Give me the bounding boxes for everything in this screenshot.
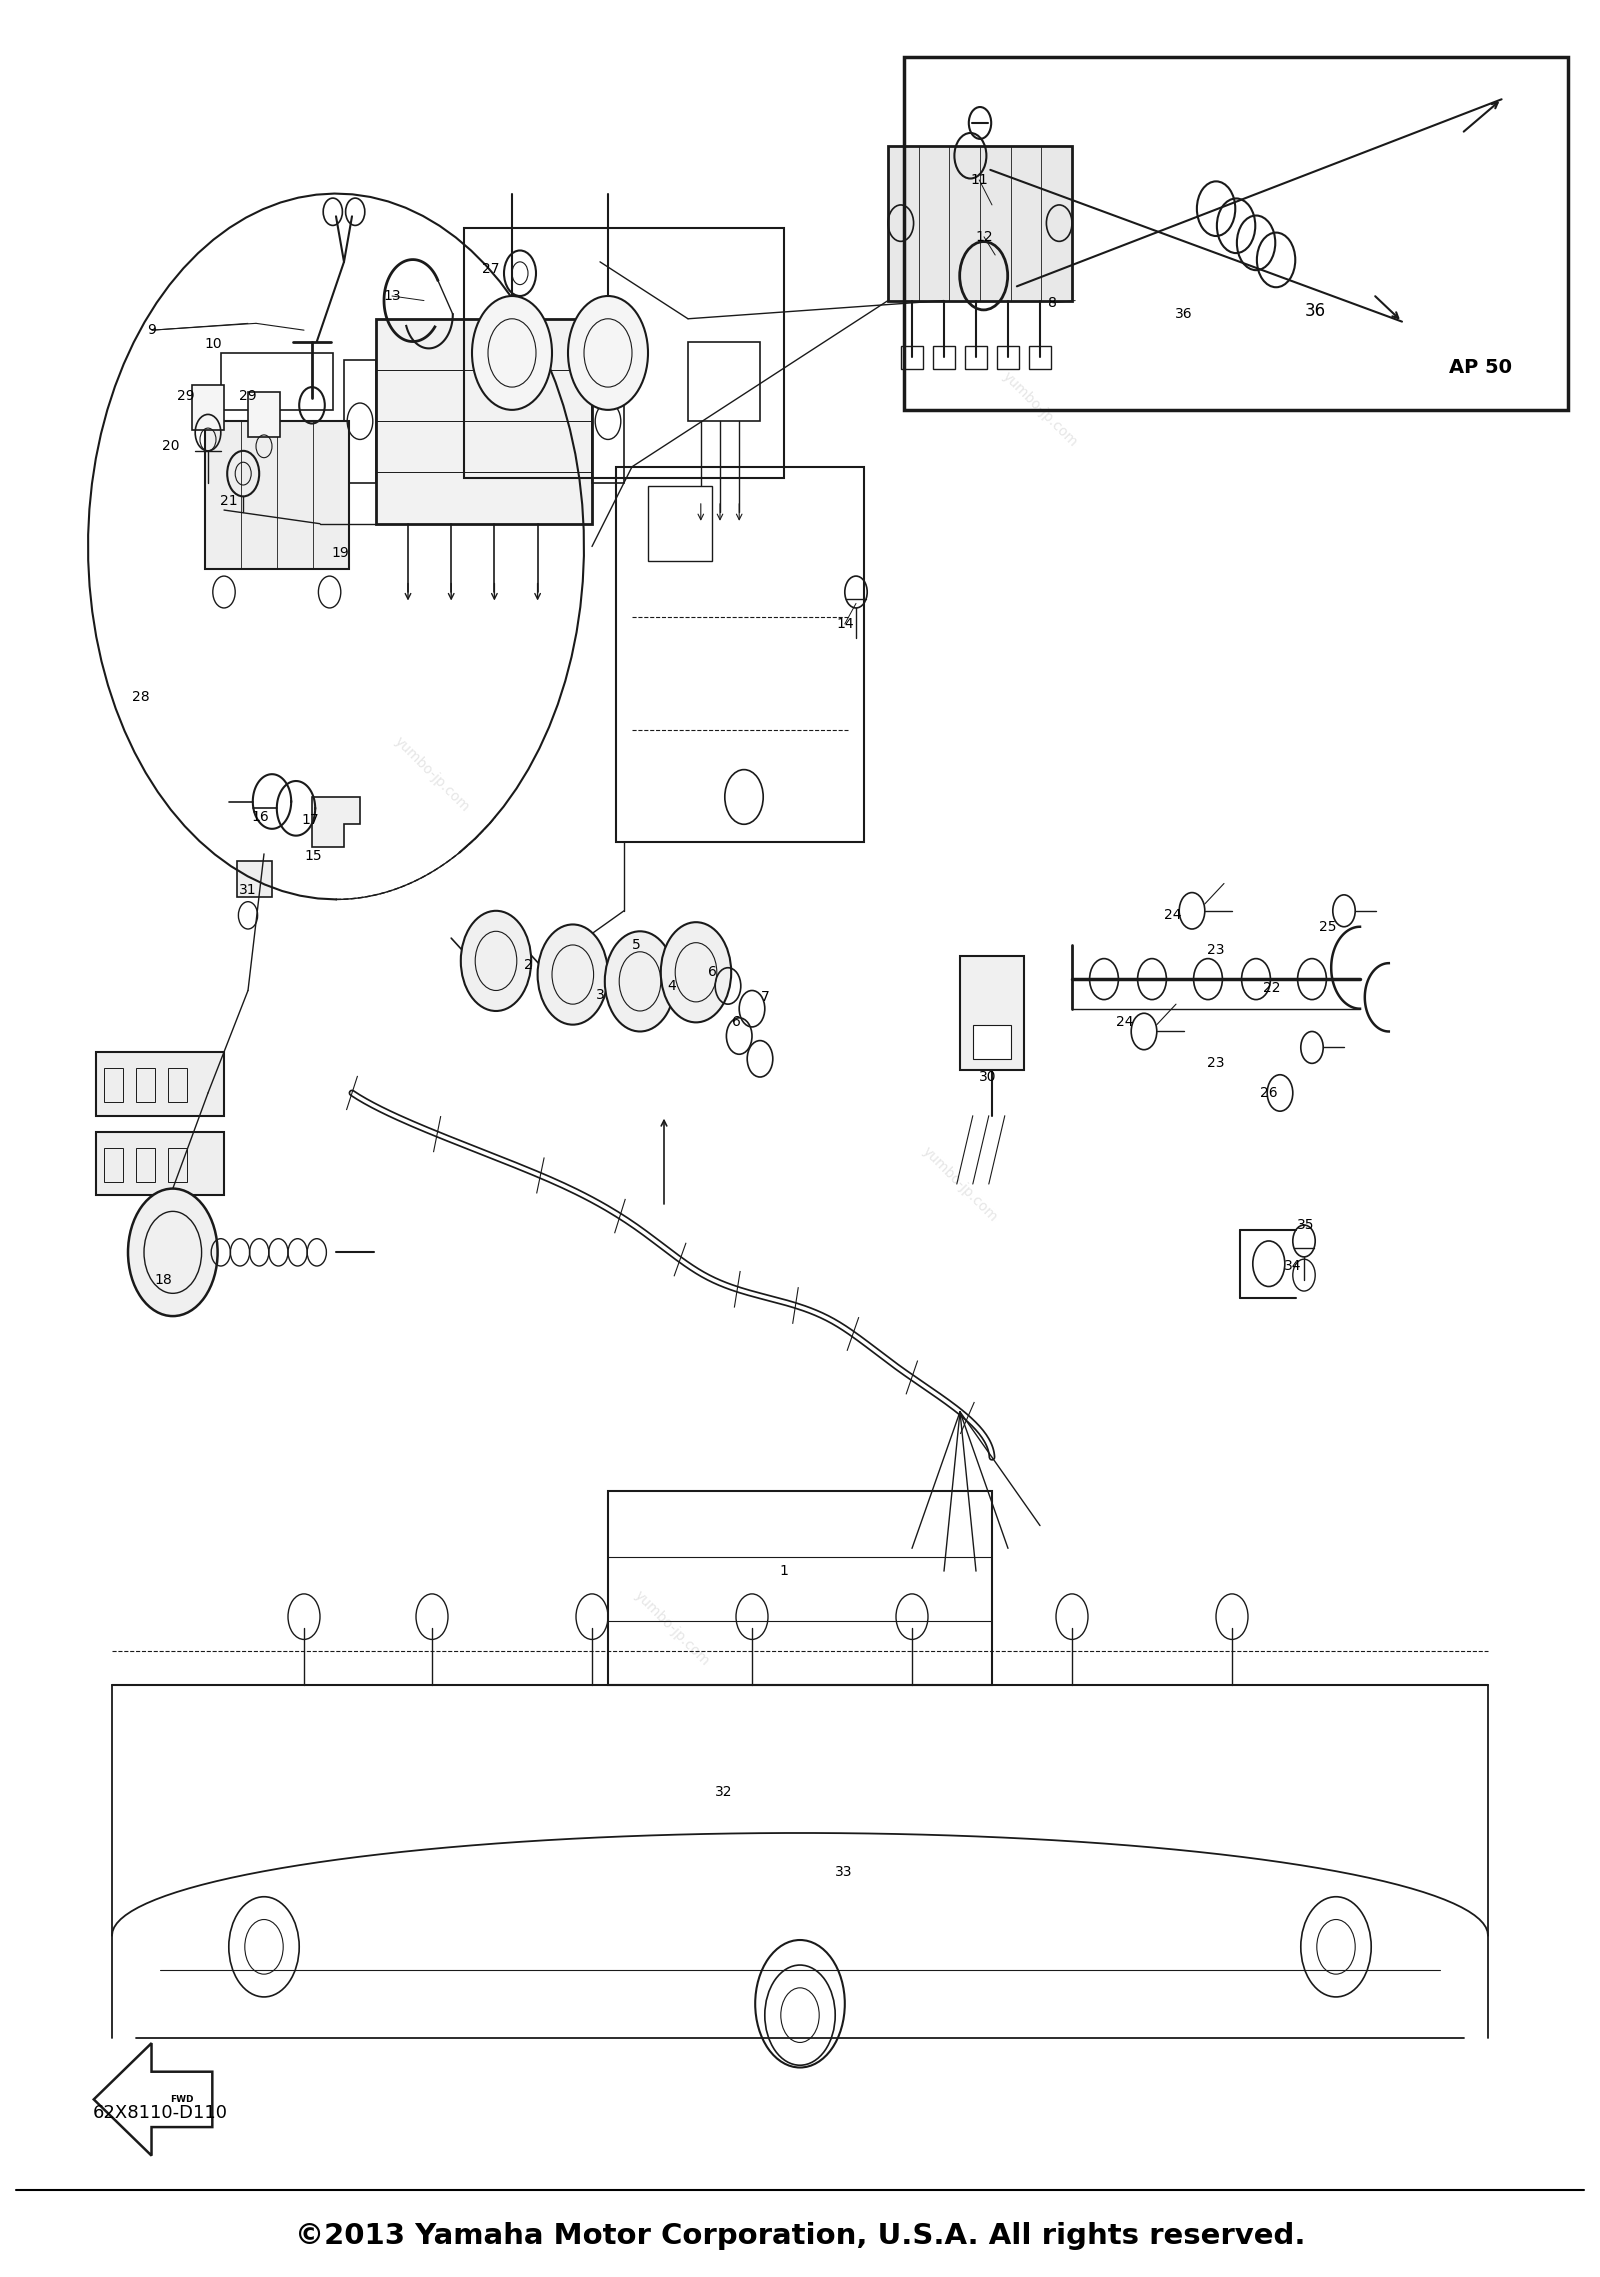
Bar — [616, 467, 864, 842]
Text: 33: 33 — [835, 1865, 851, 1879]
Text: 15: 15 — [304, 849, 323, 863]
Bar — [205, 421, 349, 569]
Text: 10: 10 — [203, 337, 222, 351]
Text: 6: 6 — [731, 1016, 741, 1029]
Text: 17: 17 — [301, 813, 320, 827]
Text: 28: 28 — [131, 690, 150, 704]
Bar — [96, 1052, 224, 1116]
Text: yumbo-jp.com: yumbo-jp.com — [632, 1587, 712, 1669]
Circle shape — [128, 1189, 218, 1316]
Bar — [221, 353, 333, 410]
Circle shape — [605, 931, 675, 1031]
Bar — [192, 385, 224, 430]
Text: 1: 1 — [779, 1564, 789, 1578]
Bar — [592, 360, 624, 483]
Polygon shape — [94, 2042, 213, 2156]
Text: 4: 4 — [667, 979, 677, 993]
Bar — [1029, 346, 1051, 369]
Text: yumbo-jp.com: yumbo-jp.com — [1000, 369, 1080, 451]
Bar — [901, 346, 923, 369]
Bar — [344, 360, 376, 483]
Text: AP 50: AP 50 — [1450, 357, 1512, 378]
Text: 18: 18 — [154, 1273, 173, 1287]
Text: 13: 13 — [382, 289, 402, 303]
Text: 26: 26 — [1259, 1086, 1278, 1100]
Text: 21: 21 — [219, 494, 238, 508]
Text: 7: 7 — [760, 990, 770, 1004]
Circle shape — [661, 922, 731, 1022]
Bar — [904, 57, 1568, 410]
Bar — [648, 485, 712, 560]
Text: 29: 29 — [176, 389, 195, 403]
Text: 25: 25 — [1320, 920, 1336, 934]
Bar — [888, 146, 1072, 301]
Text: 9: 9 — [147, 323, 157, 337]
Text: 24: 24 — [1117, 1016, 1133, 1029]
Text: yumbo-jp.com: yumbo-jp.com — [920, 1143, 1000, 1225]
Text: ©2013 Yamaha Motor Corporation, U.S.A. All rights reserved.: ©2013 Yamaha Motor Corporation, U.S.A. A… — [294, 2222, 1306, 2250]
Text: 36: 36 — [1174, 307, 1194, 321]
Text: 34: 34 — [1285, 1259, 1301, 1273]
Text: 36: 36 — [1306, 303, 1326, 321]
Text: 30: 30 — [979, 1070, 995, 1084]
Text: yumbo-jp.com: yumbo-jp.com — [392, 733, 472, 815]
Polygon shape — [312, 797, 360, 847]
Text: 3: 3 — [595, 988, 605, 1002]
Bar — [464, 228, 784, 478]
Bar — [997, 346, 1019, 369]
Bar — [973, 1025, 1011, 1059]
Bar — [237, 861, 272, 897]
Text: 22: 22 — [1264, 981, 1280, 995]
Text: 8: 8 — [1048, 296, 1058, 310]
Bar — [168, 1068, 187, 1102]
Bar — [136, 1148, 155, 1182]
Text: 32: 32 — [715, 1785, 731, 1799]
Text: 5: 5 — [632, 938, 642, 952]
Bar — [608, 1491, 992, 1685]
Circle shape — [472, 296, 552, 410]
Circle shape — [538, 924, 608, 1025]
Text: 29: 29 — [238, 389, 258, 403]
Bar — [376, 319, 592, 524]
Bar — [104, 1068, 123, 1102]
Text: 14: 14 — [835, 617, 854, 631]
Text: 19: 19 — [331, 546, 350, 560]
Circle shape — [568, 296, 648, 410]
Bar — [965, 346, 987, 369]
Text: 24: 24 — [1165, 909, 1181, 922]
Text: 31: 31 — [238, 883, 258, 897]
Bar — [960, 956, 1024, 1070]
Text: 11: 11 — [970, 173, 989, 187]
Text: 23: 23 — [1208, 1057, 1224, 1070]
Bar — [168, 1148, 187, 1182]
Circle shape — [461, 911, 531, 1011]
Bar — [96, 1132, 224, 1195]
Text: FWD: FWD — [170, 2095, 194, 2104]
Bar — [933, 346, 955, 369]
Text: 6: 6 — [707, 965, 717, 979]
Text: 2: 2 — [523, 959, 533, 972]
Bar — [688, 342, 760, 421]
Text: 62X8110-D110: 62X8110-D110 — [93, 2104, 227, 2122]
Text: 35: 35 — [1298, 1218, 1314, 1232]
Bar — [248, 392, 280, 437]
Text: 23: 23 — [1208, 943, 1224, 956]
Bar — [136, 1068, 155, 1102]
Text: 27: 27 — [483, 262, 499, 276]
Text: 12: 12 — [974, 230, 994, 244]
Bar — [104, 1148, 123, 1182]
Text: 16: 16 — [251, 811, 270, 824]
Text: 20: 20 — [163, 439, 179, 453]
